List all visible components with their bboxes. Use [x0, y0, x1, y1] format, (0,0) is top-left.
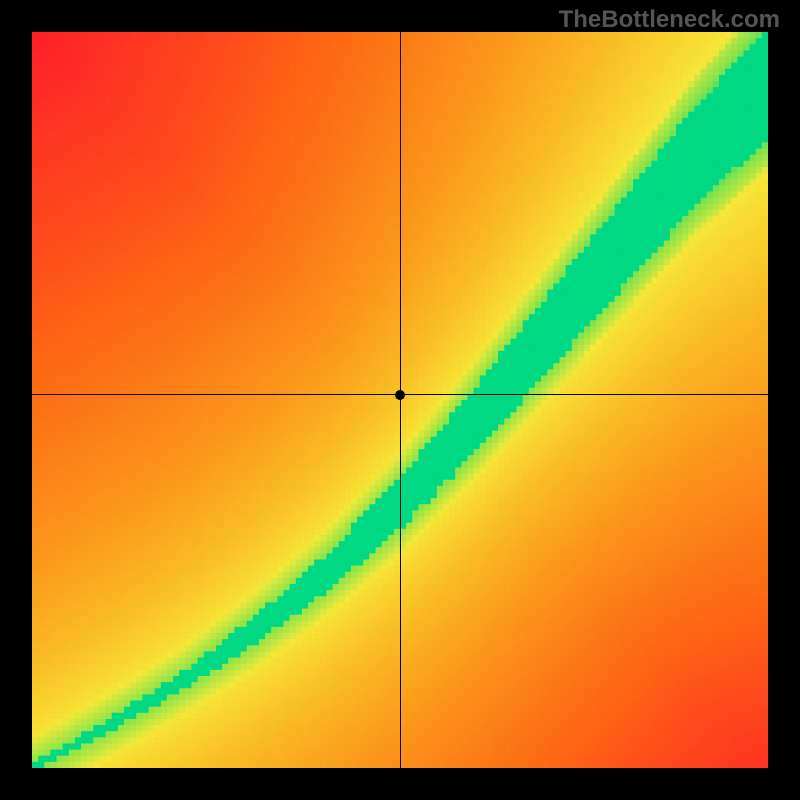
selection-marker: [395, 390, 405, 400]
chart-container: { "canvas": { "width": 800, "height": 80…: [0, 0, 800, 800]
watermark-text: TheBottleneck.com: [559, 6, 780, 34]
crosshair-vertical: [400, 32, 401, 768]
